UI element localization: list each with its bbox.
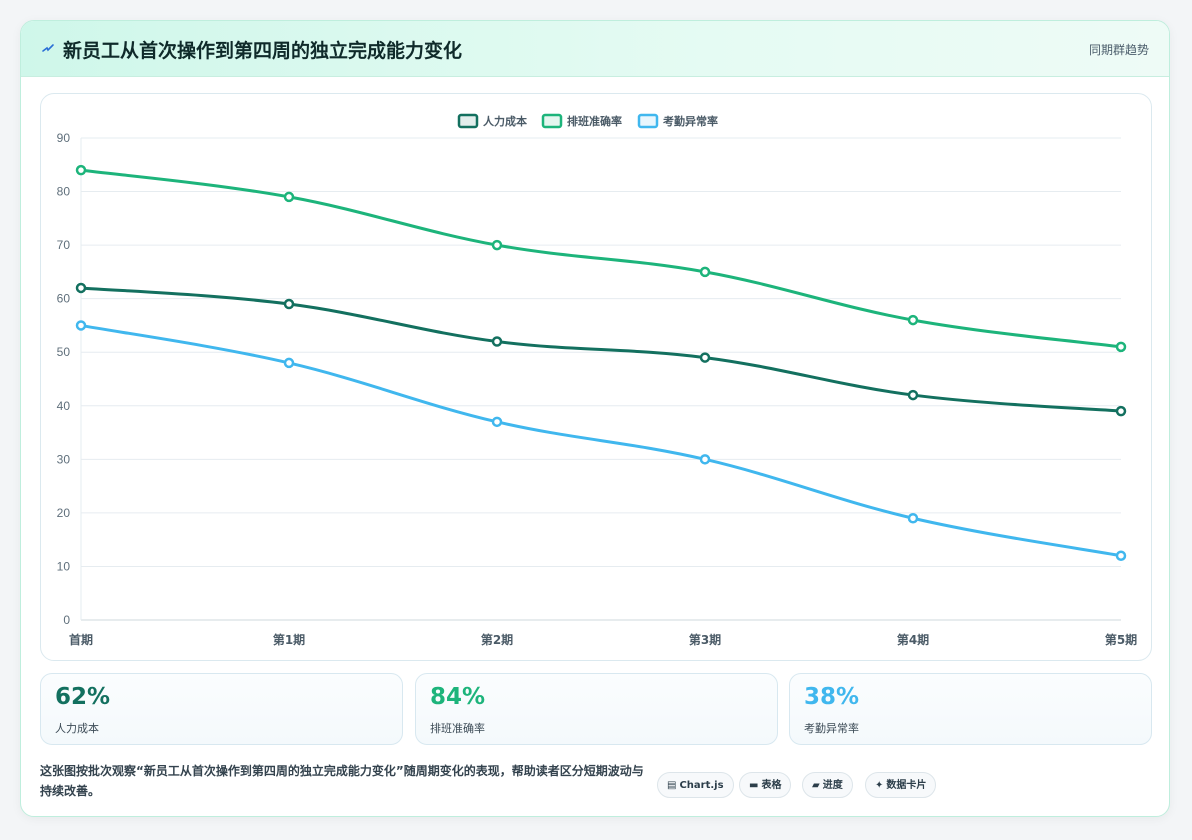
cohort-tag: 同期群趋势 (1088, 43, 1149, 57)
page-title: 新员工从首次操作到第四周的独立完成能力变化 (63, 40, 463, 62)
data-point (283, 357, 295, 369)
stat-card-attendance-anomaly: 38% 考勤异常率 (789, 673, 1152, 745)
chip-label: 数据卡片 (886, 780, 927, 791)
data-point (283, 191, 295, 203)
x-tick-label: 第5期 (1105, 632, 1137, 647)
data-point (491, 336, 503, 347)
stat-label: 人力成本 (55, 722, 99, 735)
legend-swatch (457, 113, 479, 129)
table-icon: ▬ (749, 780, 759, 791)
series-line (80, 286, 1122, 413)
data-point (1115, 405, 1127, 417)
x-tick-label: 第4期 (897, 632, 929, 647)
stat-value: 84% (430, 684, 486, 710)
data-point (491, 416, 503, 428)
data-point (699, 352, 711, 363)
y-tick-label: 60 (57, 292, 71, 306)
y-tick-label: 80 (57, 185, 71, 199)
series-line (80, 168, 1122, 349)
legend-swatch (637, 113, 659, 129)
x-tick-label: 首期 (69, 632, 93, 647)
legend-label: 排班准确率 (567, 114, 622, 128)
chart-icon: ▤ (667, 780, 677, 791)
stat-value: 38% (804, 684, 860, 710)
data-point (75, 282, 87, 294)
y-tick-label: 10 (57, 559, 71, 573)
chart-panel: 0 10 20 30 40 50 60 70 80 90 首期 第1期 第2期 第3期 第4期 第5期 人力成本… (40, 93, 1152, 661)
y-tick-label: 90 (57, 131, 71, 145)
chip-label: Chart.js (679, 780, 724, 791)
chip-data-card[interactable]: ✦ 数据卡片 (865, 772, 937, 798)
lightning-icon (42, 44, 54, 52)
data-point (1115, 341, 1127, 353)
y-tick-label: 0 (63, 613, 70, 627)
chip-table[interactable]: ▬ 表格 (739, 772, 792, 798)
series-line (80, 323, 1122, 558)
x-tick-label: 第1期 (273, 632, 305, 647)
data-point (491, 239, 503, 251)
data-point (1115, 550, 1127, 561)
line-chart: 0 10 20 30 40 50 60 70 80 90 首期 第1期 第2期 第3期 第4期 第5期 人力成本… (57, 113, 1137, 647)
legend-label: 考勤异常率 (663, 114, 718, 128)
legend-swatch (541, 113, 563, 129)
stat-card-schedule-accuracy: 84% 排班准确率 (415, 673, 778, 745)
progress-icon: ▰ (812, 780, 820, 791)
data-point (75, 320, 87, 331)
data-point (907, 512, 919, 524)
card-header: 新员工从首次操作到第四周的独立完成能力变化 同期群趋势 (21, 21, 1169, 77)
stat-card-labor-cost: 62% 人力成本 (40, 673, 403, 745)
y-tick-label: 70 (57, 238, 71, 252)
data-point (283, 298, 295, 310)
y-tick-label: 40 (57, 399, 71, 413)
stat-label: 考勤异常率 (804, 722, 859, 735)
data-point (699, 266, 711, 278)
chip-chartjs[interactable]: ▤ Chart.js (657, 772, 734, 798)
dashboard-card: 新员工从首次操作到第四周的独立完成能力变化 同期群趋势 0 10 20 30 40 50 6… (20, 20, 1170, 817)
data-point (907, 389, 919, 401)
chip-label: 表格 (761, 780, 782, 791)
sparkle-icon: ✦ (875, 780, 884, 791)
stat-cards: 62% 人力成本 84% 排班准确率 38% 考勤异常率 (40, 673, 1154, 747)
data-point (75, 164, 87, 176)
y-tick-label: 50 (57, 345, 71, 359)
x-tick-label: 第2期 (481, 632, 513, 647)
y-tick-label: 20 (57, 506, 71, 520)
chart-description: 这张图按批次观察“新员工从首次操作到第四周的独立完成能力变化”随周期变化的表现，… (40, 764, 644, 798)
chip-label: 进度 (822, 780, 843, 791)
y-tick-label: 30 (57, 452, 71, 466)
legend-label: 人力成本 (483, 114, 527, 128)
stat-label: 排班准确率 (430, 722, 485, 735)
data-point (907, 314, 919, 326)
chip-progress[interactable]: ▰ 进度 (802, 772, 853, 798)
x-tick-label: 第3期 (689, 632, 721, 647)
data-point (699, 454, 711, 465)
stat-value: 62% (55, 684, 111, 710)
